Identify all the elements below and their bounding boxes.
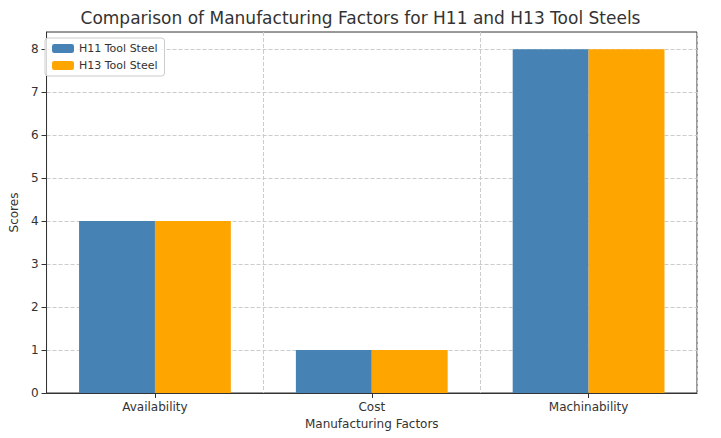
svg-text:4: 4 <box>31 214 39 228</box>
svg-text:2: 2 <box>31 300 39 314</box>
svg-text:Availability: Availability <box>122 400 187 414</box>
svg-text:H11 Tool Steel: H11 Tool Steel <box>79 42 158 55</box>
svg-text:6: 6 <box>31 128 39 142</box>
svg-text:Comparison of Manufacturing Fa: Comparison of Manufacturing Factors for … <box>81 8 641 28</box>
svg-text:Manufacturing Factors: Manufacturing Factors <box>305 417 439 431</box>
svg-text:0: 0 <box>31 386 39 400</box>
svg-text:5: 5 <box>31 171 39 185</box>
svg-text:Cost: Cost <box>358 400 385 414</box>
svg-text:Scores: Scores <box>7 193 21 233</box>
svg-text:8: 8 <box>31 42 39 56</box>
svg-text:H13 Tool Steel: H13 Tool Steel <box>79 59 158 72</box>
svg-text:7: 7 <box>31 85 39 99</box>
svg-text:3: 3 <box>31 257 39 271</box>
svg-text:Machinability: Machinability <box>549 400 629 414</box>
svg-text:1: 1 <box>31 343 39 357</box>
